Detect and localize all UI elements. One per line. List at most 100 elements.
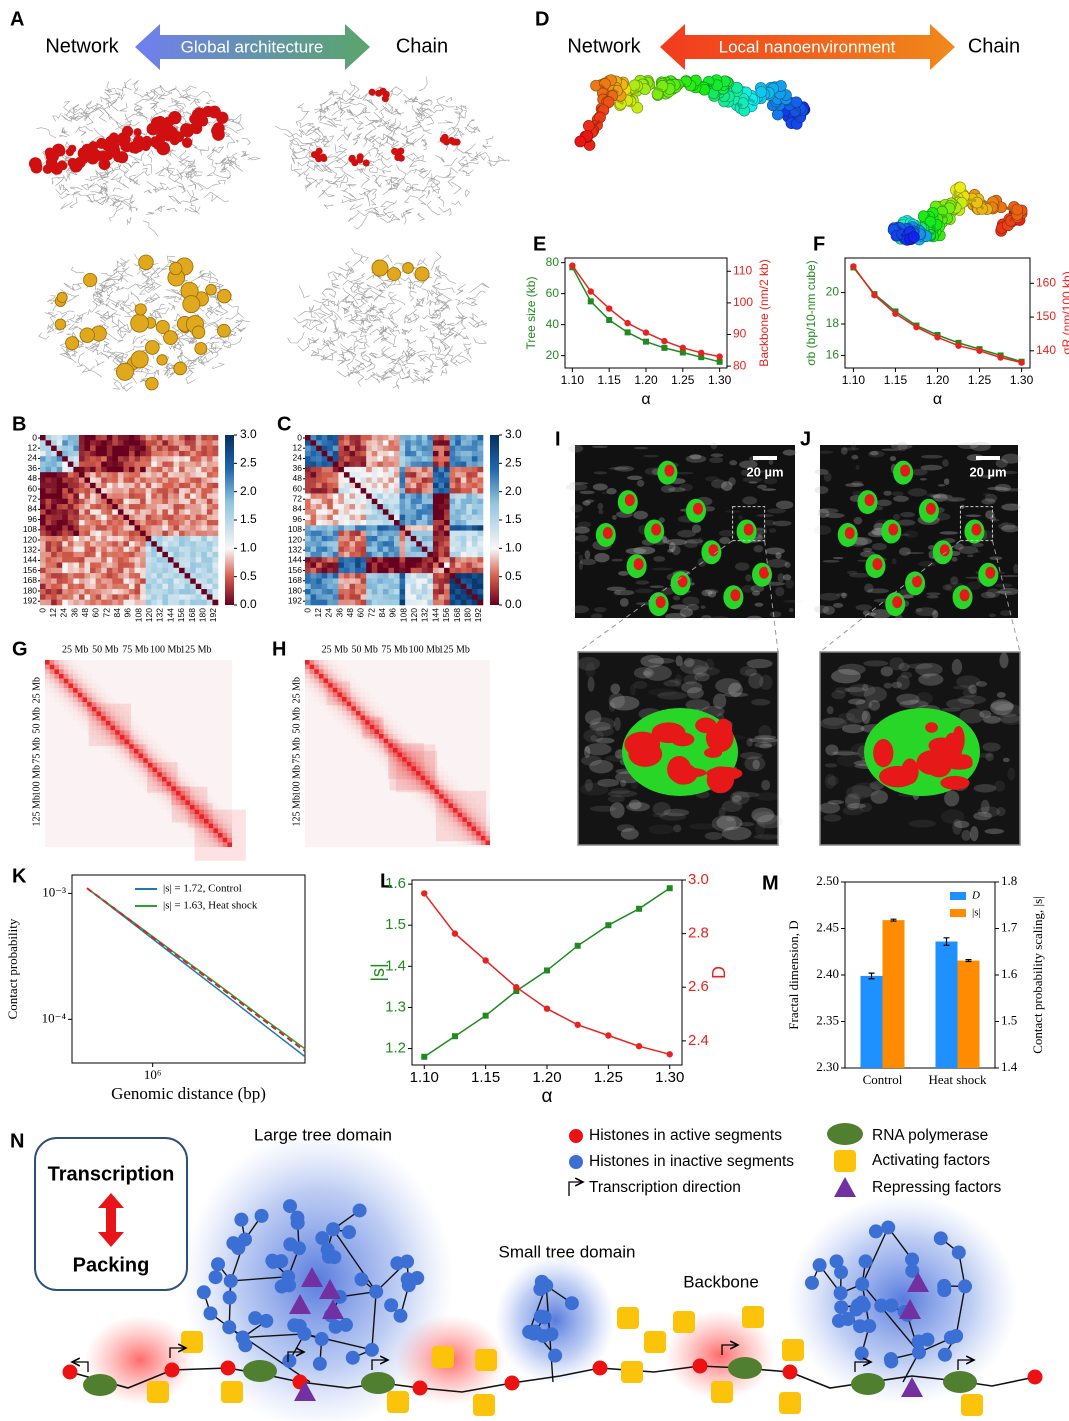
heatmap-cell: [151, 435, 157, 441]
heatmap-cell: [311, 578, 317, 584]
heatmap-cell: [73, 578, 79, 584]
tissue-texture: [961, 830, 971, 841]
heatmap-cell: [327, 509, 333, 515]
heatmap-cell: [185, 456, 191, 462]
heatmap-cell: [40, 600, 46, 606]
contact-cell: [458, 813, 463, 818]
heatmap-cell: [101, 440, 107, 446]
contact-cell: [370, 725, 375, 730]
heatmap-cell: [444, 462, 450, 468]
contact-cell: [472, 813, 477, 818]
contact-cell: [204, 800, 209, 805]
tissue-texture: [996, 807, 1005, 816]
y-tick-label: 100 Mb: [31, 765, 42, 796]
heatmap-cell: [90, 563, 96, 569]
contact-cell: [199, 791, 204, 796]
contact-cell: [328, 697, 333, 702]
inactive-histone: [944, 1331, 958, 1345]
contact-cell: [462, 827, 467, 832]
panel-label: D: [535, 8, 549, 30]
heatmap-cell: [85, 472, 91, 478]
heatmap-cell: [350, 451, 356, 457]
heatmap-cell: [135, 472, 141, 478]
tissue-texture: [820, 718, 847, 730]
inactive-histone: [533, 1282, 547, 1296]
rna-polymerase: [361, 1372, 395, 1394]
heatmap-cell: [400, 536, 406, 542]
heatmap-cell: [146, 536, 152, 542]
heatmap-cell: [305, 547, 311, 553]
heatmap-cell: [422, 493, 428, 499]
contact-cell: [87, 683, 92, 688]
heatmap-cell: [477, 451, 483, 457]
heatmap-cell: [46, 493, 52, 499]
contact-cell: [171, 810, 176, 815]
heatmap-cell: [477, 531, 483, 537]
heatmap-cell: [168, 594, 174, 600]
x-tick-label: 36: [69, 608, 79, 618]
heatmap-cell: [411, 462, 417, 468]
heatmap-cell: [372, 509, 378, 515]
heatmap-cell: [416, 552, 422, 558]
heatmap-cell: [46, 547, 52, 553]
heatmap-cell: [174, 478, 180, 484]
contact-cell: [162, 782, 167, 787]
x-tick-label: 36: [334, 608, 344, 618]
heatmap-cell: [322, 446, 328, 452]
heatmap-cell: [107, 499, 113, 505]
heatmap-cell: [62, 509, 68, 515]
heatmap-cell: [372, 573, 378, 579]
heatmap-cell: [383, 504, 389, 510]
heatmap-cell: [140, 462, 146, 468]
tissue-texture: [765, 547, 784, 554]
contact-cell: [115, 744, 120, 749]
heatmap-cell: [344, 563, 350, 569]
heatmap-cell: [168, 552, 174, 558]
heatmap-cell: [185, 578, 191, 584]
contact-cell: [134, 739, 139, 744]
contact-cell: [342, 711, 347, 716]
heatmap-cell: [472, 499, 478, 505]
contact-cell: [115, 739, 120, 744]
contact-cell: [435, 794, 440, 799]
contact-cell: [319, 679, 324, 684]
heatmap-cell: [107, 536, 113, 542]
contact-cell: [157, 754, 162, 759]
heatmap-cell: [394, 578, 400, 584]
heatmap-cell: [461, 578, 467, 584]
heatmap-cell: [400, 578, 406, 584]
contact-cell: [139, 772, 144, 777]
heatmap-cell: [162, 456, 168, 462]
heatmap-cell: [450, 435, 456, 441]
heatmap-cell: [151, 594, 157, 600]
highlight-segment: [87, 153, 99, 165]
heatmap-cell: [394, 472, 400, 478]
heatmap-cell: [433, 456, 439, 462]
heatmap-cell: [338, 541, 344, 547]
heatmap-cell: [361, 531, 367, 537]
heatmap-cell: [162, 552, 168, 558]
heatmap-cell: [338, 488, 344, 494]
heatmap-cell: [461, 541, 467, 547]
heatmap-cell: [40, 520, 46, 526]
heatmap-cell: [207, 584, 213, 590]
contact-cell: [73, 711, 78, 716]
contact-cell: [407, 771, 412, 776]
contact-cell: [92, 735, 97, 740]
heatmap-cell: [174, 525, 180, 531]
heatmap-cell: [444, 472, 450, 478]
tissue-texture: [900, 512, 915, 517]
heatmap-cell: [472, 594, 478, 600]
tissue-texture: [995, 591, 1012, 594]
x-tick-label: 0: [37, 608, 47, 613]
heatmap-cell: [350, 493, 356, 499]
heatmap-cell: [361, 520, 367, 526]
heatmap-cell: [344, 456, 350, 462]
contact-cell: [361, 739, 366, 744]
contact-cell: [448, 790, 453, 795]
heatmap-cell: [472, 435, 478, 441]
heatmap-cell: [179, 557, 185, 563]
highlight-segment: [48, 150, 58, 160]
heatmap-cell: [79, 515, 85, 521]
x-tick-label: 12: [48, 608, 58, 618]
